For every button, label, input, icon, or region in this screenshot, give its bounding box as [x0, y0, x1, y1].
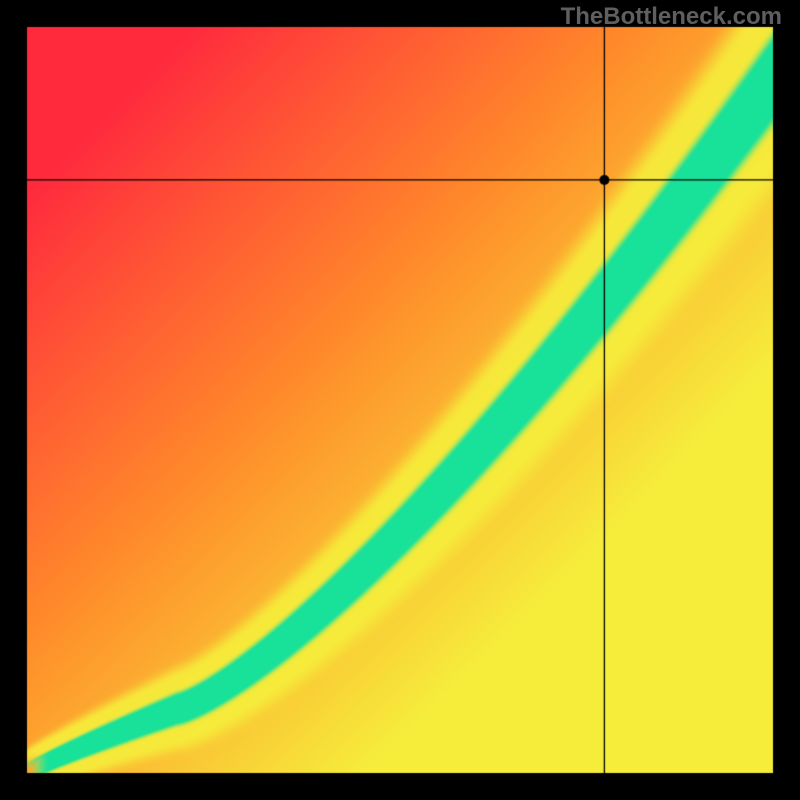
chart-container: TheBottleneck.com: [0, 0, 800, 800]
heatmap-canvas: [0, 0, 800, 800]
watermark-text: TheBottleneck.com: [561, 3, 782, 31]
